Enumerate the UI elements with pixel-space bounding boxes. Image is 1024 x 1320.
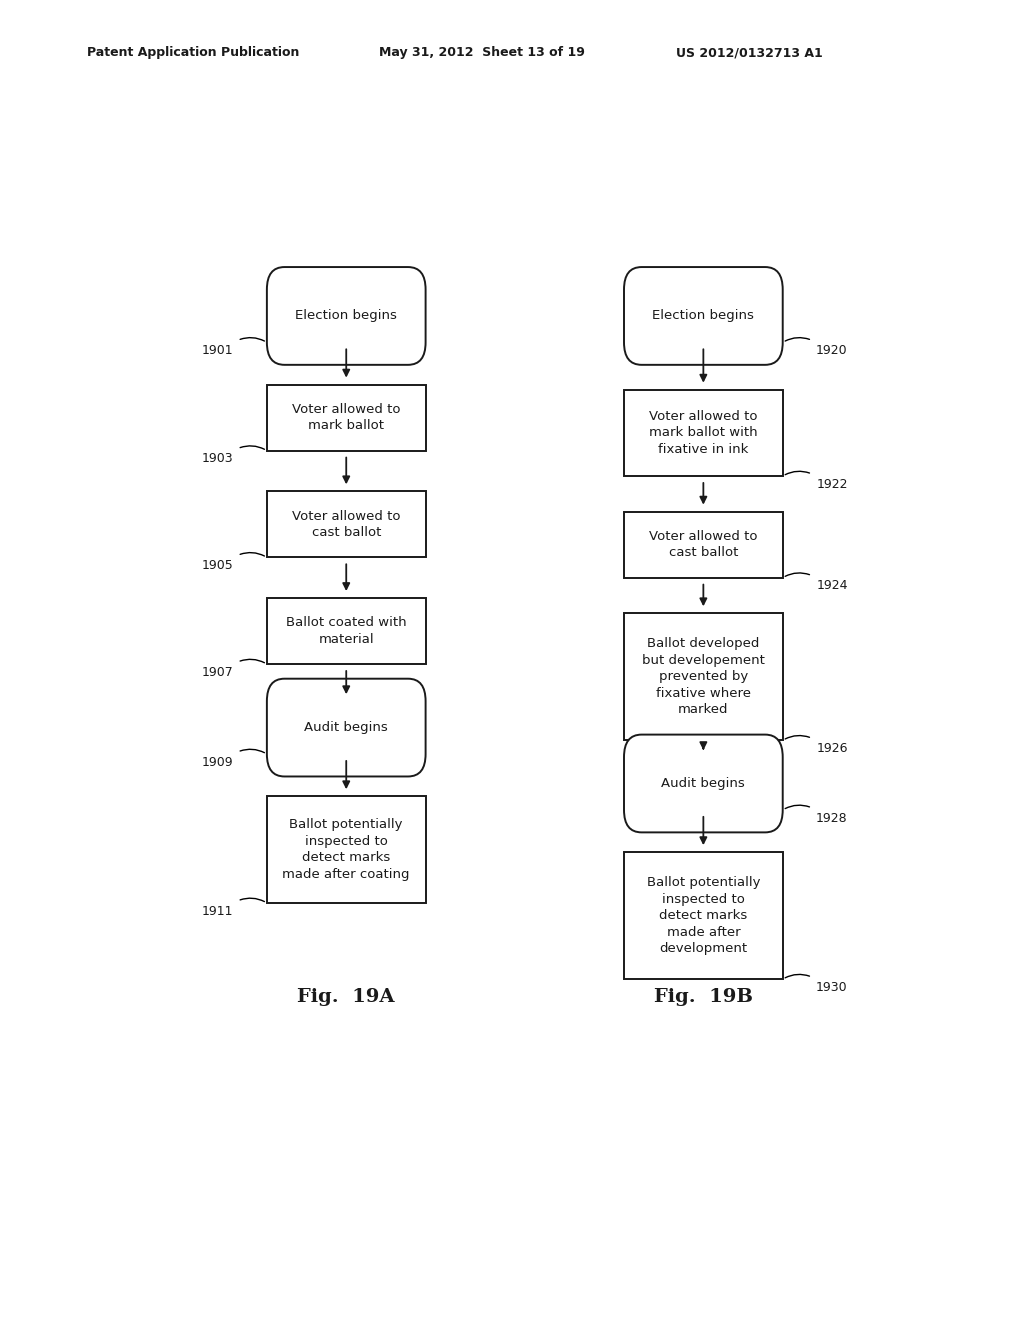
Text: Voter allowed to
mark ballot with
fixative in ink: Voter allowed to mark ballot with fixati… <box>649 409 758 455</box>
Text: 1922: 1922 <box>816 478 848 491</box>
Bar <box>624 853 782 979</box>
Text: Ballot coated with
material: Ballot coated with material <box>286 616 407 645</box>
Bar <box>624 614 782 741</box>
Text: 1924: 1924 <box>816 579 848 593</box>
Text: Voter allowed to
cast ballot: Voter allowed to cast ballot <box>292 510 400 539</box>
Text: Voter allowed to
mark ballot: Voter allowed to mark ballot <box>292 403 400 433</box>
Text: 1926: 1926 <box>816 742 848 755</box>
Text: US 2012/0132713 A1: US 2012/0132713 A1 <box>676 46 822 59</box>
Text: 1901: 1901 <box>202 345 233 356</box>
FancyBboxPatch shape <box>624 735 782 833</box>
Text: 1907: 1907 <box>202 665 233 678</box>
Text: 1903: 1903 <box>202 453 233 465</box>
Text: Audit begins: Audit begins <box>662 777 745 789</box>
Text: Audit begins: Audit begins <box>304 721 388 734</box>
Text: Ballot potentially
inspected to
detect marks
made after coating: Ballot potentially inspected to detect m… <box>283 818 410 880</box>
Text: 1928: 1928 <box>816 812 848 825</box>
Bar <box>267 491 426 557</box>
Text: Voter allowed to
cast ballot: Voter allowed to cast ballot <box>649 529 758 560</box>
Bar <box>624 512 782 578</box>
FancyBboxPatch shape <box>267 267 426 364</box>
Text: 1909: 1909 <box>202 755 233 768</box>
Text: Ballot potentially
inspected to
detect marks
made after
development: Ballot potentially inspected to detect m… <box>646 876 760 956</box>
Text: 1930: 1930 <box>816 981 848 994</box>
Text: Patent Application Publication: Patent Application Publication <box>87 46 299 59</box>
Text: Fig.  19A: Fig. 19A <box>298 987 395 1006</box>
FancyBboxPatch shape <box>624 267 782 364</box>
FancyBboxPatch shape <box>267 678 426 776</box>
Text: Fig.  19B: Fig. 19B <box>654 987 753 1006</box>
Text: 1911: 1911 <box>202 904 233 917</box>
Text: May 31, 2012  Sheet 13 of 19: May 31, 2012 Sheet 13 of 19 <box>379 46 585 59</box>
Text: 1905: 1905 <box>202 558 233 572</box>
Bar <box>267 598 426 664</box>
Text: Ballot developed
but developement
prevented by
fixative where
marked: Ballot developed but developement preven… <box>642 638 765 717</box>
Bar <box>267 796 426 903</box>
Bar <box>267 384 426 450</box>
Bar <box>624 389 782 477</box>
Text: Election begins: Election begins <box>295 309 397 322</box>
Text: Election begins: Election begins <box>652 309 755 322</box>
Text: 1920: 1920 <box>816 345 848 356</box>
